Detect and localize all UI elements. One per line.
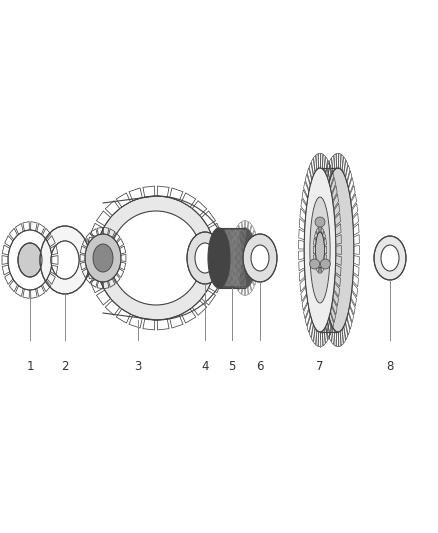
Text: 1: 1: [26, 360, 34, 373]
Ellipse shape: [243, 234, 277, 282]
Text: 7: 7: [316, 360, 324, 373]
Ellipse shape: [40, 226, 90, 294]
Ellipse shape: [85, 234, 121, 282]
Ellipse shape: [51, 241, 79, 279]
Ellipse shape: [96, 196, 216, 320]
Ellipse shape: [315, 232, 325, 268]
Ellipse shape: [381, 245, 399, 271]
Ellipse shape: [208, 228, 230, 288]
Ellipse shape: [93, 244, 113, 272]
Text: 4: 4: [201, 360, 209, 373]
FancyBboxPatch shape: [219, 228, 245, 288]
Text: 5: 5: [228, 360, 236, 373]
Circle shape: [310, 259, 320, 269]
Text: 6: 6: [256, 360, 264, 373]
Ellipse shape: [251, 245, 269, 271]
Ellipse shape: [195, 243, 215, 273]
Ellipse shape: [234, 228, 256, 288]
Ellipse shape: [374, 236, 406, 280]
Ellipse shape: [304, 168, 336, 332]
Circle shape: [315, 217, 325, 227]
Ellipse shape: [310, 197, 330, 303]
Ellipse shape: [187, 232, 223, 284]
Text: 2: 2: [61, 360, 69, 373]
Ellipse shape: [322, 168, 354, 332]
Circle shape: [320, 259, 330, 269]
Ellipse shape: [18, 243, 42, 277]
Ellipse shape: [110, 211, 202, 305]
Text: 3: 3: [134, 360, 141, 373]
Text: 8: 8: [386, 360, 394, 373]
